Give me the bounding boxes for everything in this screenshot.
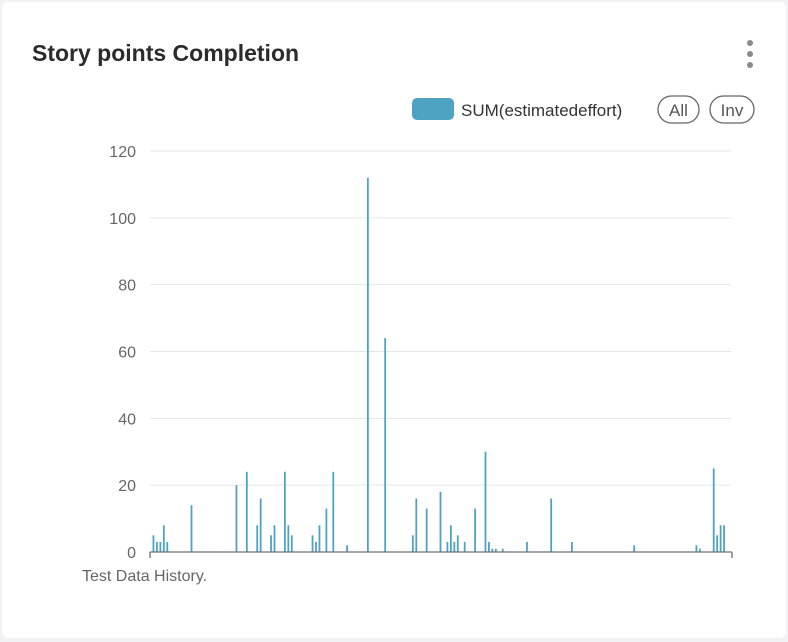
bar[interactable]: [283, 471, 286, 552]
bar[interactable]: [159, 541, 162, 552]
y-tick-label: 80: [118, 278, 136, 295]
legend-series-label[interactable]: SUM(estimatedeffort): [461, 101, 622, 120]
bar[interactable]: [723, 525, 725, 552]
y-tick-label: 100: [109, 211, 136, 228]
bar[interactable]: [494, 548, 497, 552]
bar[interactable]: [550, 498, 553, 552]
legend-swatch[interactable]: [412, 98, 454, 120]
bar[interactable]: [287, 525, 290, 552]
grid-lines: [150, 150, 731, 486]
bar[interactable]: [474, 508, 476, 552]
bar[interactable]: [484, 451, 487, 552]
bar[interactable]: [162, 525, 165, 552]
bar[interactable]: [456, 535, 459, 552]
kebab-menu-icon[interactable]: [740, 40, 760, 70]
bar[interactable]: [698, 548, 701, 552]
bar[interactable]: [156, 541, 158, 552]
y-tick-label: 120: [109, 144, 136, 161]
bar[interactable]: [332, 471, 335, 552]
bar[interactable]: [449, 525, 452, 552]
chart-footer: Test Data History.: [82, 568, 208, 585]
bar[interactable]: [488, 541, 490, 552]
bar[interactable]: [453, 541, 456, 552]
legend-inv-label[interactable]: Inv: [721, 101, 744, 120]
bar[interactable]: [190, 505, 193, 552]
bar[interactable]: [270, 535, 272, 552]
chart-title: Story points Completion: [32, 40, 300, 66]
legend-all-label[interactable]: All: [669, 101, 688, 120]
legend-all-button[interactable]: [657, 95, 700, 124]
bar[interactable]: [415, 498, 418, 552]
bar[interactable]: [256, 525, 259, 552]
y-tick-label: 0: [127, 545, 136, 562]
bar[interactable]: [273, 525, 276, 552]
bar[interactable]: [235, 485, 238, 552]
bar[interactable]: [290, 535, 293, 552]
bar[interactable]: [152, 535, 155, 552]
bar[interactable]: [719, 525, 722, 552]
bar[interactable]: [491, 548, 494, 552]
bar[interactable]: [311, 535, 314, 552]
x-axis: [149, 551, 733, 558]
bar[interactable]: [411, 535, 414, 552]
bar[interactable]: [526, 541, 528, 552]
y-tick-label: 60: [118, 345, 136, 362]
bar[interactable]: [346, 545, 349, 552]
bar[interactable]: [245, 471, 248, 552]
bar[interactable]: [633, 545, 636, 552]
bar[interactable]: [463, 541, 466, 552]
bar[interactable]: [384, 338, 387, 552]
bar[interactable]: [571, 541, 573, 552]
bar[interactable]: [259, 498, 262, 552]
bar[interactable]: [166, 541, 169, 552]
y-tick-label: 40: [118, 411, 136, 428]
bar[interactable]: [712, 468, 715, 552]
bar[interactable]: [716, 535, 719, 552]
legend-inv-button[interactable]: [709, 95, 755, 124]
bar[interactable]: [439, 491, 442, 552]
bar[interactable]: [695, 545, 698, 552]
bar[interactable]: [325, 508, 328, 552]
y-tick-label: 20: [118, 478, 136, 495]
y-axis-ticks: 0 20 40 60 80 100 120: [109, 144, 136, 562]
legend: SUM(estimatedeffort) All Inv: [412, 95, 755, 124]
bar[interactable]: [366, 177, 369, 552]
bar[interactable]: [446, 541, 449, 552]
bar[interactable]: [318, 525, 321, 552]
bars: [152, 177, 725, 552]
bar[interactable]: [425, 508, 428, 552]
bar[interactable]: [315, 541, 317, 552]
bar[interactable]: [501, 548, 504, 552]
